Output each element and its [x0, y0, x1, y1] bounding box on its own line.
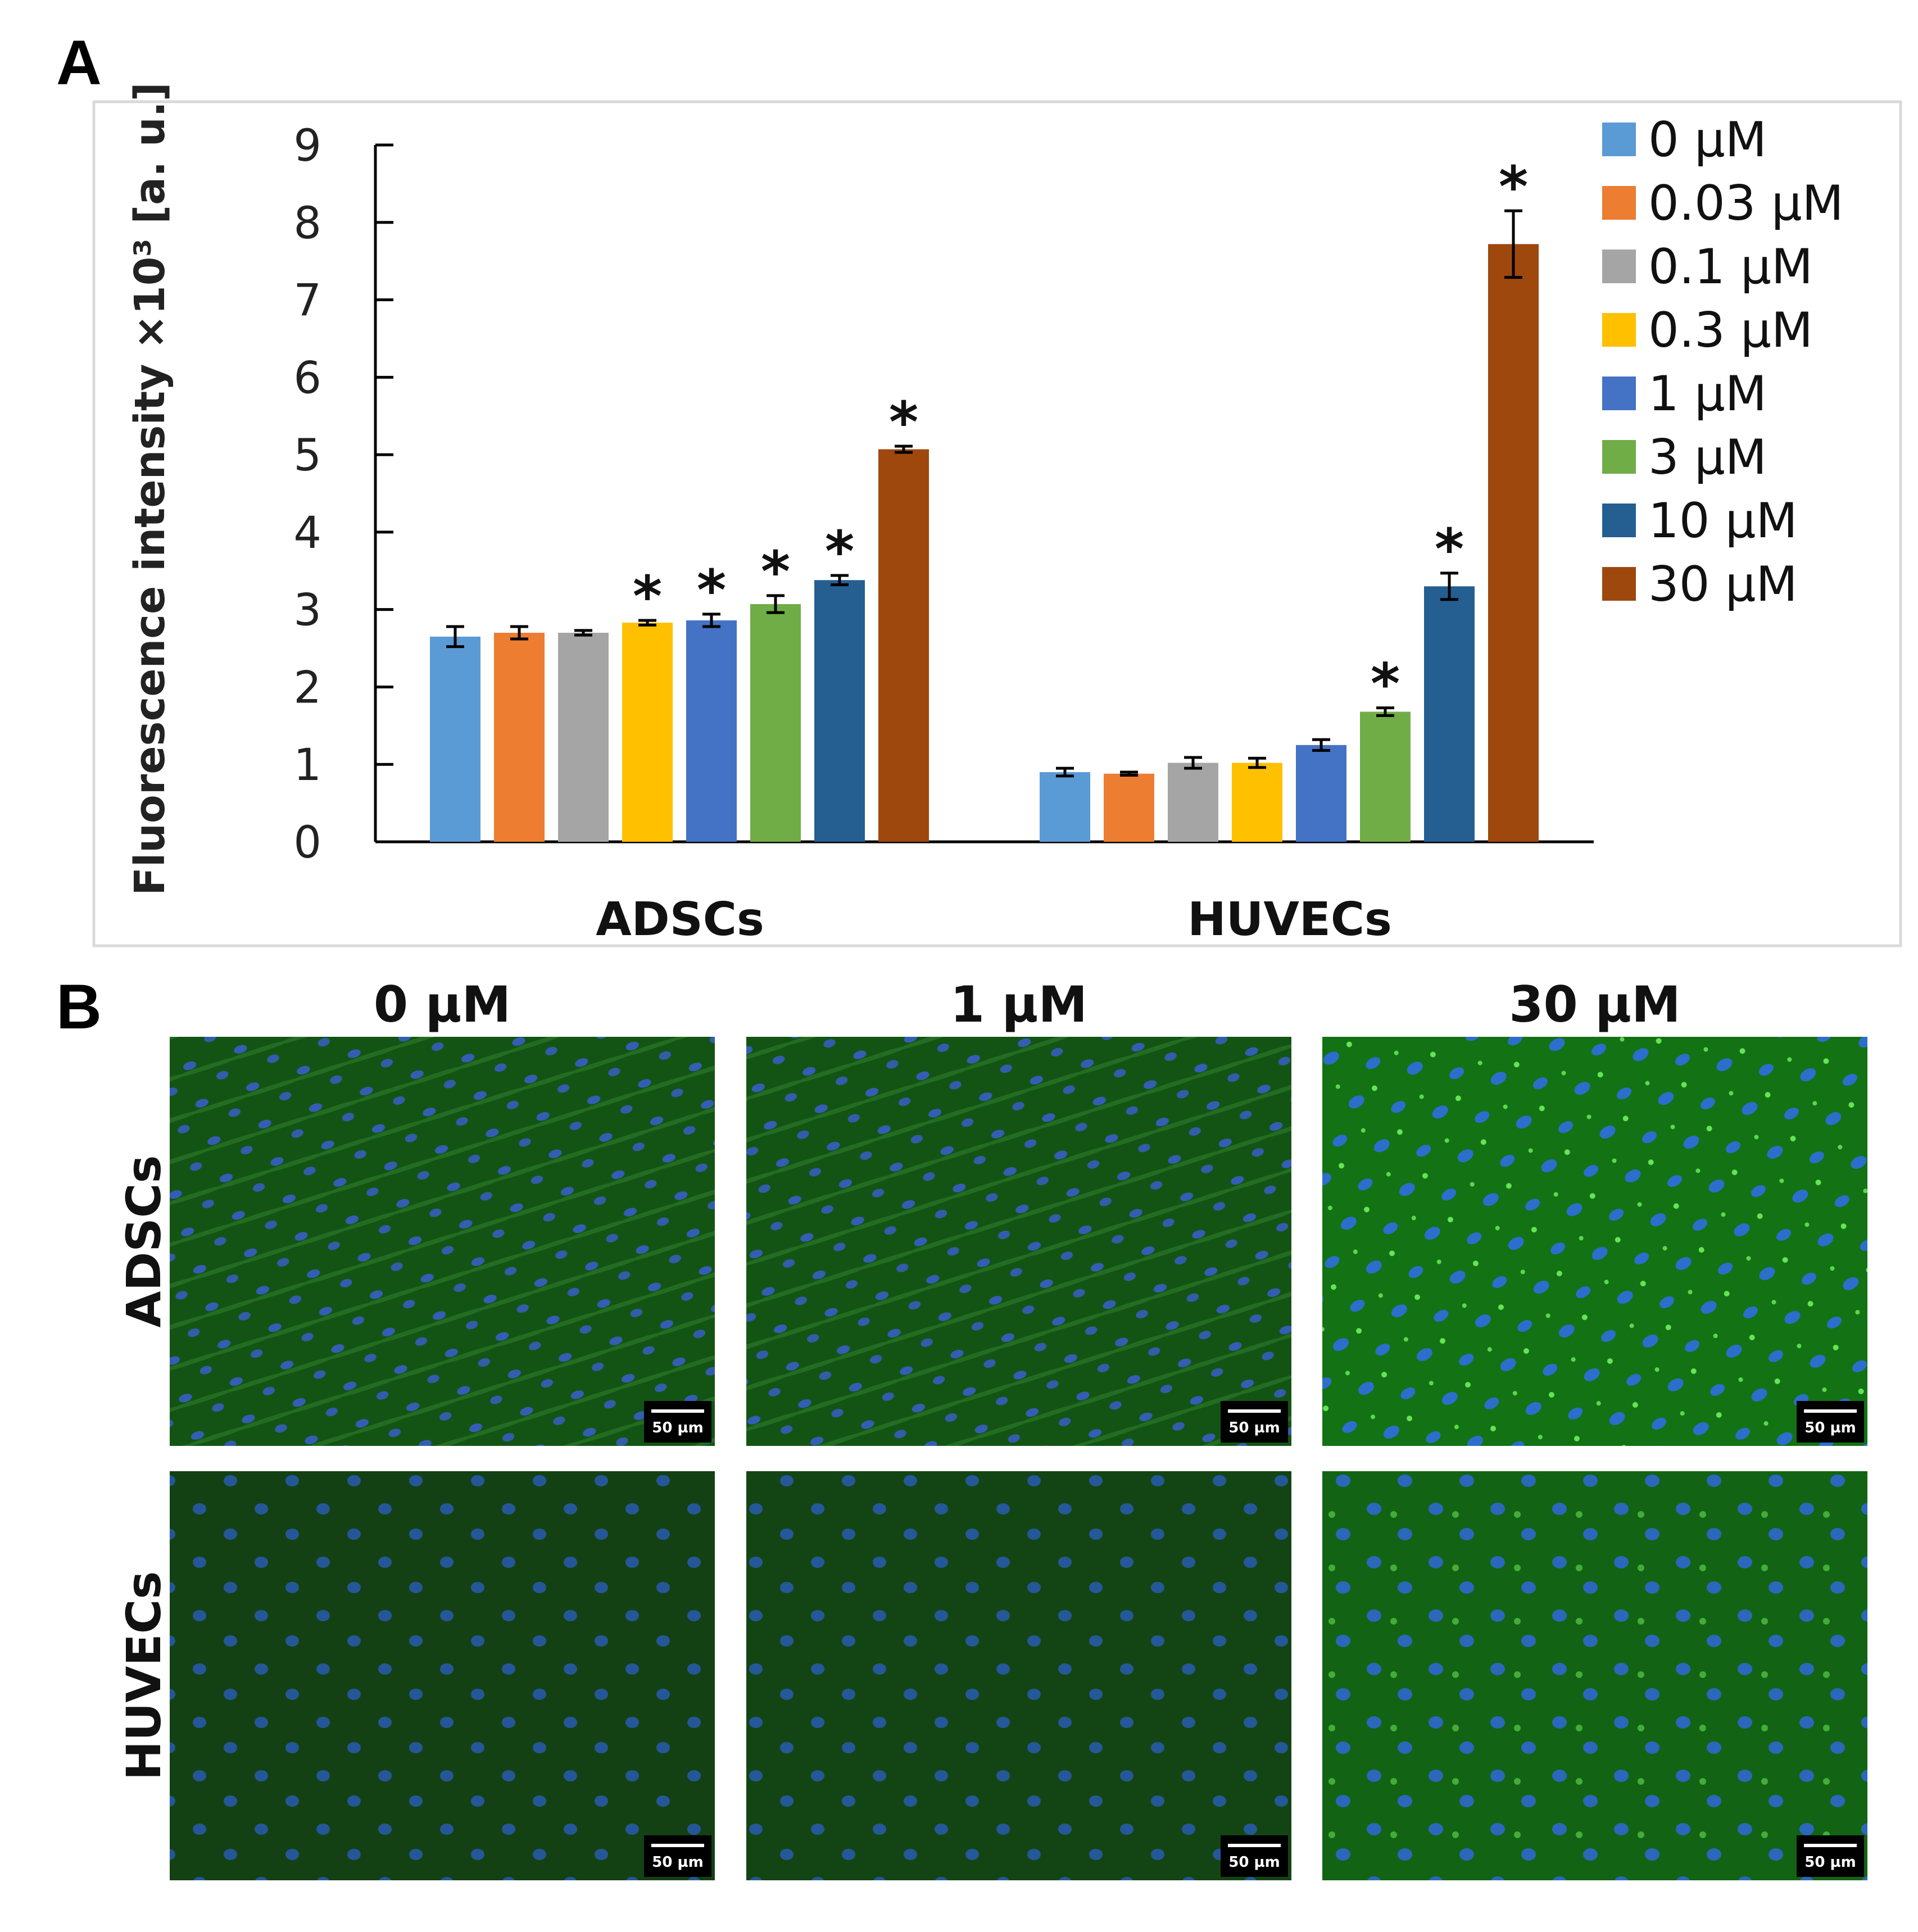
- x-category-label: ADSCs: [596, 893, 764, 946]
- legend-label: 1 µM: [1648, 366, 1767, 422]
- bar: [814, 580, 865, 842]
- significance-star: *: [761, 539, 790, 605]
- y-tick-label: 1: [293, 740, 321, 791]
- bar: [1168, 763, 1218, 842]
- scale-bar-box: [1221, 1401, 1288, 1443]
- bar: [622, 623, 673, 842]
- bar: [686, 620, 737, 842]
- legend-label: 0.1 µM: [1648, 239, 1813, 295]
- panel-a-label: A: [56, 28, 102, 98]
- scale-bar-box: [1221, 1835, 1288, 1877]
- x-category-label: HUVECs: [1187, 893, 1392, 946]
- legend-swatch: [1602, 123, 1636, 156]
- legend-swatch: [1602, 440, 1636, 474]
- micrograph-image: 50 µm: [170, 1037, 715, 1446]
- micrograph-nuclei: [746, 1471, 1291, 1880]
- legend-label: 3 µM: [1648, 429, 1767, 486]
- y-tick-label: 5: [293, 430, 321, 481]
- scale-bar-box: [644, 1835, 711, 1877]
- legend-swatch: [1602, 567, 1636, 601]
- bar: [1040, 772, 1090, 842]
- legend-label: 0 µM: [1648, 112, 1767, 168]
- micrograph-nuclei: [1322, 1471, 1867, 1880]
- micrograph-image: 50 µm: [1322, 1037, 1867, 1446]
- legend-label: 0.03 µM: [1648, 175, 1844, 232]
- micrograph-grid: 0 µM 1 µM 30 µM ADSCs 50 µm 50 µm 50 µm HUVECs 5…: [116, 976, 1867, 1880]
- y-tick-label: 8: [293, 198, 321, 249]
- column-header: 30 µM: [1509, 976, 1680, 1033]
- y-tick-label: 3: [293, 586, 321, 636]
- bar: [1296, 745, 1346, 842]
- legend-label: 30 µM: [1648, 556, 1798, 613]
- scale-bar-label: 50 µm: [652, 1419, 703, 1436]
- bar-chart: 0 1 2 3 4 5 6 7 8 9 ADSCs HUVECs * * * * * * * *: [293, 121, 1594, 946]
- legend-swatch: [1602, 377, 1636, 410]
- scale-bar-label: 50 µm: [1804, 1854, 1856, 1871]
- scale-bar-box: [1797, 1835, 1864, 1877]
- micrograph-image: 50 µm: [170, 1471, 715, 1880]
- micrograph-image: 50 µm: [746, 1037, 1291, 1446]
- significance-star: *: [1435, 516, 1464, 582]
- scale-bar-box: [1797, 1401, 1864, 1443]
- column-header: 0 µM: [374, 976, 511, 1033]
- scale-bar-label: 50 µm: [652, 1854, 703, 1871]
- scale-bar-label: 50 µm: [1228, 1419, 1280, 1436]
- bar: [494, 633, 545, 842]
- row-header: ADSCs: [116, 1155, 171, 1328]
- significance-star: *: [825, 519, 854, 584]
- bar: [558, 633, 609, 842]
- y-tick-label: 6: [293, 353, 321, 403]
- bar: [1360, 711, 1411, 842]
- micrograph-nuclei: [170, 1037, 715, 1446]
- bar: [1232, 763, 1282, 842]
- y-axis-title: Fluorescence intensity ×10³ [a. u.]: [126, 82, 174, 895]
- bar: [878, 449, 929, 842]
- micrograph-image: 50 µm: [1322, 1471, 1867, 1880]
- chart-frame: [92, 100, 1902, 947]
- micrograph-nuclei: [746, 1037, 1291, 1446]
- legend-label: 10 µM: [1648, 493, 1798, 549]
- column-header: 1 µM: [950, 976, 1087, 1033]
- legend-swatch: [1602, 504, 1636, 537]
- panel-b-label: B: [56, 972, 102, 1042]
- y-tick-label: 4: [293, 508, 321, 559]
- scale-bar-box: [644, 1401, 711, 1443]
- bar: [1104, 773, 1154, 842]
- significance-star: *: [633, 564, 662, 629]
- legend-label: 0.3 µM: [1648, 302, 1813, 359]
- significance-star: *: [697, 557, 726, 623]
- micrograph-nuclei: [170, 1471, 715, 1880]
- legend-swatch: [1602, 313, 1636, 347]
- bar: [1424, 586, 1475, 842]
- significance-star: *: [1371, 651, 1400, 717]
- y-tick-label: 9: [293, 121, 321, 171]
- significance-star: *: [1499, 154, 1528, 220]
- micrograph-image: 50 µm: [746, 1471, 1291, 1880]
- y-tick-label: 2: [293, 663, 321, 713]
- bar: [750, 604, 801, 842]
- micrograph-nuclei: [1322, 1037, 1867, 1446]
- significance-star: *: [889, 389, 918, 455]
- scale-bar-label: 50 µm: [1228, 1854, 1280, 1871]
- bar: [1488, 244, 1539, 842]
- scale-bar-label: 50 µm: [1804, 1419, 1856, 1436]
- row-header: HUVECs: [116, 1571, 171, 1781]
- legend-swatch: [1602, 250, 1636, 283]
- y-tick-label: 7: [293, 276, 321, 326]
- y-tick-label: 0: [293, 818, 321, 868]
- legend-swatch: [1602, 186, 1636, 220]
- chart-legend: 0 µM 0.03 µM 0.1 µM 0.3 µM 1 µM 3 µM 10 µM 30 µ…: [1602, 112, 1844, 613]
- bar: [430, 636, 480, 842]
